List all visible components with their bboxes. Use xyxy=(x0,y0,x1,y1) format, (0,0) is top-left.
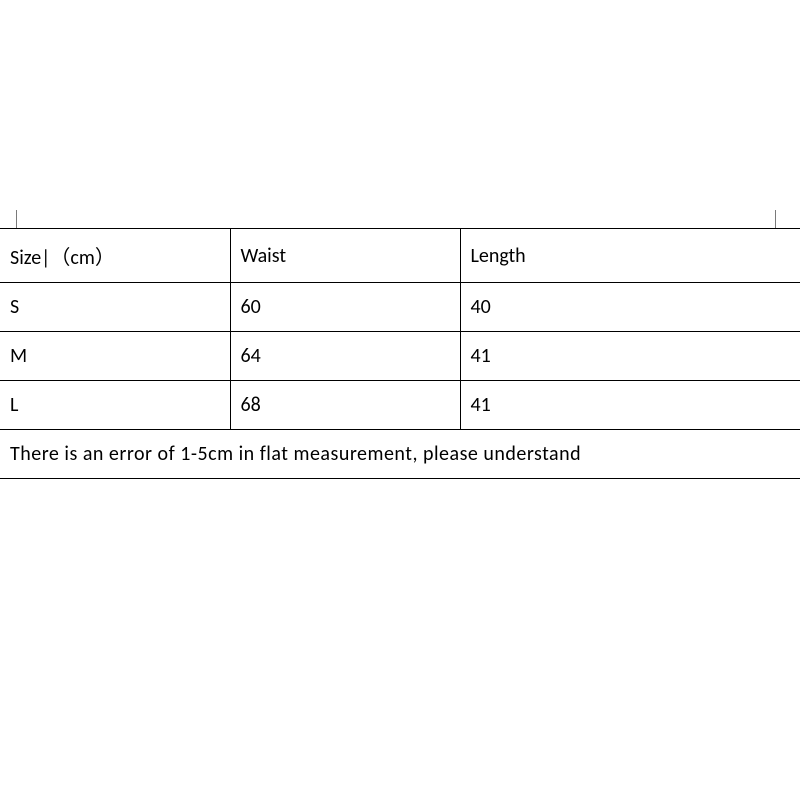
cell-length: 40 xyxy=(460,283,800,332)
table-row: S 60 40 xyxy=(0,283,800,332)
cell-size: S xyxy=(0,283,230,332)
cell-waist: 68 xyxy=(230,381,460,430)
table-row: L 68 41 xyxy=(0,381,800,430)
cell-size: L xyxy=(0,381,230,430)
table-header-row: Size|（cm） Waist Length xyxy=(0,229,800,283)
table-note-row: There is an error of 1-5cm in flat measu… xyxy=(0,430,800,479)
header-waist: Waist xyxy=(230,229,460,283)
cell-length: 41 xyxy=(460,381,800,430)
cell-size: M xyxy=(0,332,230,381)
header-size: Size|（cm） xyxy=(0,229,230,283)
table-row: M 64 41 xyxy=(0,332,800,381)
cell-length: 41 xyxy=(460,332,800,381)
cell-waist: 60 xyxy=(230,283,460,332)
size-chart-table-container: Size|（cm） Waist Length S 60 40 M 64 41 L… xyxy=(0,228,800,479)
size-chart-table: Size|（cm） Waist Length S 60 40 M 64 41 L… xyxy=(0,228,800,479)
gridline-tick-left xyxy=(16,210,17,228)
measurement-note: There is an error of 1-5cm in flat measu… xyxy=(0,430,800,479)
cell-waist: 64 xyxy=(230,332,460,381)
gridline-tick-right xyxy=(775,210,776,228)
header-length: Length xyxy=(460,229,800,283)
